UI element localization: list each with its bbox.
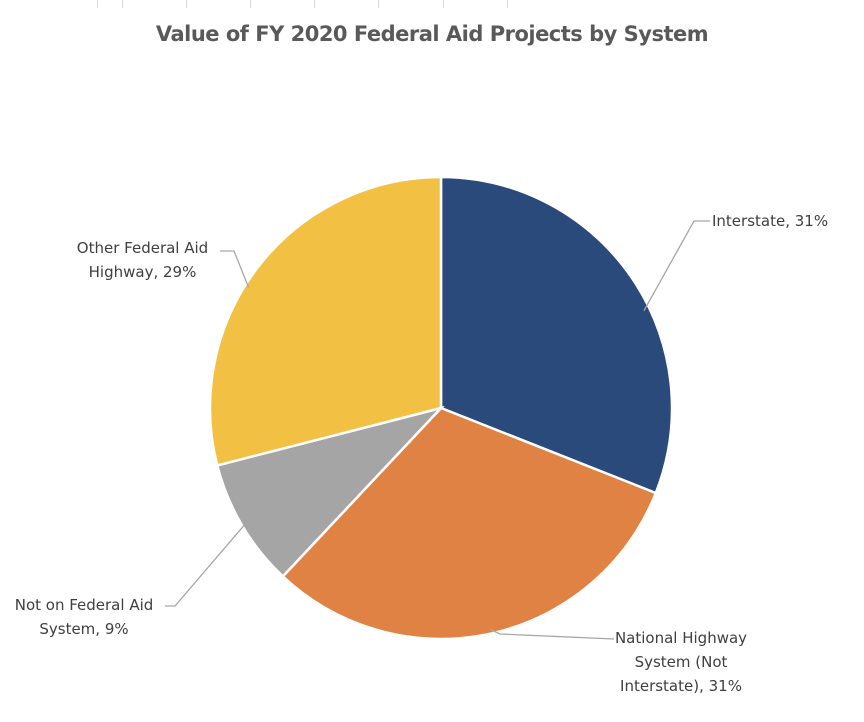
tick [250, 0, 251, 8]
pie-slice-interstate [439, 175, 674, 495]
tick [378, 0, 379, 8]
tick [186, 0, 187, 8]
data-label-interstate: Interstate, 31% [712, 212, 829, 230]
pie-slice-not-on-federal-aid [215, 405, 445, 579]
leader-line-other-federal-aid [220, 250, 250, 288]
leader-line-interstate [643, 220, 710, 312]
tick [507, 0, 508, 8]
tick [97, 0, 98, 8]
tick [443, 0, 444, 8]
leader-line-national-highway-system [490, 628, 615, 640]
data-label-not-on-federal-aid: Not on Federal Aid System, 9% [14, 596, 154, 638]
pie-slice-other-federal-aid [208, 175, 443, 467]
data-label-other-federal-aid: Other Federal Aid Highway, 29% [76, 239, 209, 281]
data-label-national-highway-system: National Highway System (Not Interstate)… [614, 629, 748, 695]
leader-line-not-on-federal-aid [165, 523, 247, 607]
chart-title: Value of FY 2020 Federal Aid Projects by… [155, 22, 709, 46]
tick [314, 0, 315, 8]
tick [122, 0, 123, 8]
pie-slice-national-highway-system [281, 406, 658, 641]
